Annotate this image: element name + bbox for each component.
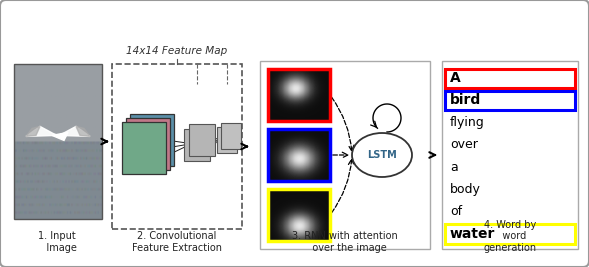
Text: 1. Input
   Image: 1. Input Image [37,231,77,253]
Ellipse shape [352,133,412,177]
Bar [189,124,215,156]
Bar [112,64,242,229]
Text: 14x14 Feature Map: 14x14 Feature Map [127,46,227,56]
Text: body: body [450,183,481,196]
Bar [442,61,578,249]
Text: 4. Word by
   word
generation: 4. Word by word generation [484,220,537,253]
Bar [268,189,330,241]
Text: 2. Convolutional
Feature Extraction: 2. Convolutional Feature Extraction [132,231,222,253]
Bar [268,69,330,121]
Polygon shape [26,126,40,136]
Bar [184,129,210,161]
Bar [130,114,174,166]
Text: water: water [450,227,495,241]
Text: a: a [450,161,458,174]
Bar [14,64,102,219]
Polygon shape [52,132,68,140]
Text: A: A [450,71,461,85]
Bar [445,224,575,244]
Bar [122,122,166,174]
Polygon shape [58,126,90,136]
Text: of: of [450,205,462,218]
Text: LSTM: LSTM [367,150,397,160]
Bar [445,69,575,88]
Bar [260,61,430,249]
Bar [268,129,330,181]
Bar [445,91,575,110]
Bar [126,118,170,170]
Text: 3. RNN with attention
   over the image: 3. RNN with attention over the image [292,231,398,253]
Polygon shape [26,126,58,136]
Bar [14,64,102,219]
Text: over: over [450,138,478,151]
Polygon shape [76,126,90,136]
Bar [221,123,241,149]
Bar [217,127,237,153]
Text: bird: bird [450,93,481,107]
Text: flying: flying [450,116,485,129]
